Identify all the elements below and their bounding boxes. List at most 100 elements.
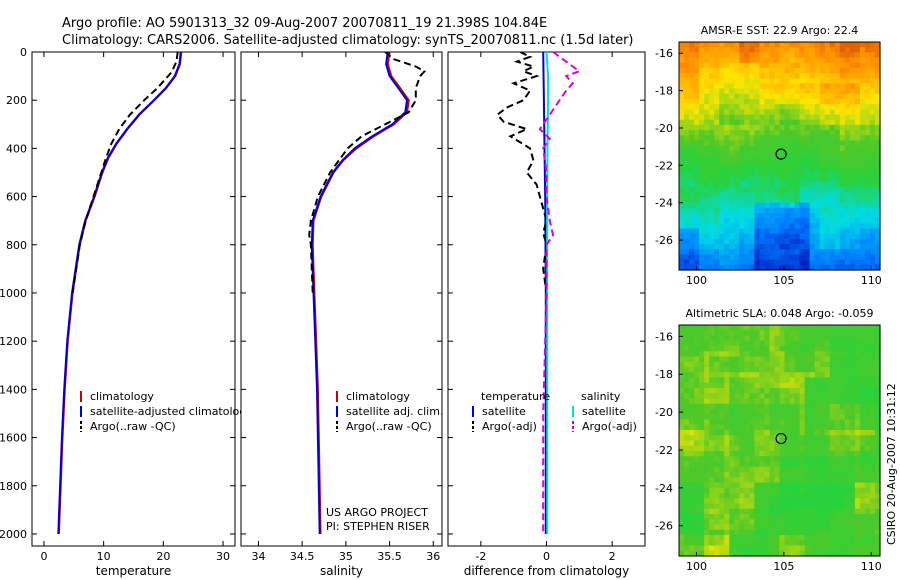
sst_map-heatmap-cell xyxy=(809,197,816,204)
sst_map-heatmap-cell xyxy=(729,161,735,167)
sla_map-heatmap-cell xyxy=(734,330,740,337)
sla_map-heatmap-cell xyxy=(714,372,720,379)
sst_map-heatmap-cell xyxy=(854,57,861,64)
sst_map-heatmap-cell xyxy=(684,264,690,271)
sla_map-heatmap-cell xyxy=(729,487,735,494)
sst_map-heatmap-cell xyxy=(794,264,801,271)
sst_map-heatmap-cell xyxy=(774,249,781,256)
sst_map-heatmap-cell xyxy=(759,233,766,240)
sst_map-heatmap-cell xyxy=(839,161,846,167)
sst_map-heatmap-cell xyxy=(734,124,740,131)
sla_map-heatmap-cell xyxy=(694,325,700,331)
sst_map-heatmap-cell xyxy=(794,88,801,95)
sst_map-heatmap-cell xyxy=(774,197,781,204)
sla_map-heatmap-cell xyxy=(779,403,786,410)
sst_map-heatmap-cell xyxy=(869,197,876,204)
sla_map-heatmap-cell xyxy=(699,377,705,384)
sst_map-heatmap-cell xyxy=(759,166,766,173)
sst_map-heatmap-cell xyxy=(769,254,776,261)
sst_map-map-frame xyxy=(678,41,881,271)
sst_map-heatmap-cell xyxy=(779,57,786,64)
sst_map-heatmap-cell xyxy=(684,259,690,266)
sst_map-heatmap-cell xyxy=(819,150,826,157)
sst_map-heatmap-cell xyxy=(864,187,871,193)
sla_map-heatmap-cell xyxy=(719,445,725,452)
sla_map-heatmap-cell xyxy=(679,445,685,452)
sla_map-heatmap-cell xyxy=(869,529,876,536)
sla_map-heatmap-cell xyxy=(734,451,740,457)
sst_map-heatmap-cell xyxy=(814,249,821,256)
sla_map-heatmap-cell xyxy=(779,414,786,421)
sst_map-heatmap-cell xyxy=(839,130,846,136)
sla_map-heatmap-cell xyxy=(704,372,710,379)
sst_map-heatmap-cell xyxy=(679,259,685,266)
sst_map-heatmap-cell xyxy=(814,228,821,235)
sst_map-heatmap-cell xyxy=(754,197,761,204)
sla_map-heatmap-cell xyxy=(694,361,700,368)
sla_map-heatmap-cell xyxy=(749,393,755,400)
sst_map-heatmap-cell xyxy=(709,249,715,256)
sst_map-heatmap-cell xyxy=(709,52,715,59)
sla_map-heatmap-cell xyxy=(834,508,841,515)
sst_map-heatmap-cell xyxy=(759,104,766,110)
sla_map-heatmap-cell xyxy=(719,419,725,426)
sst_map-heatmap-cell xyxy=(699,207,705,214)
sst_map-heatmap-cell xyxy=(839,150,846,157)
sla_map-heatmap-cell xyxy=(704,550,710,557)
sla_map-heatmap-cell xyxy=(744,545,750,552)
sst_map-heatmap-cell xyxy=(684,213,690,219)
sst_map-heatmap-cell xyxy=(779,130,786,136)
sla_map-heatmap-cell xyxy=(724,456,730,463)
sla_map-heatmap-cell xyxy=(844,424,851,431)
sst_map-heatmap-cell xyxy=(749,264,755,271)
sla_map-heatmap-cell xyxy=(759,382,766,389)
sla_map-heatmap-cell xyxy=(734,545,740,552)
sst_map-heatmap-cell xyxy=(869,99,876,105)
sla_map-heatmap-cell xyxy=(824,482,831,489)
sla_map-heatmap-cell xyxy=(749,398,755,405)
sst_map-heatmap-cell xyxy=(784,109,791,116)
sla_map-heatmap-cell xyxy=(744,409,750,415)
sla_map-heatmap-cell xyxy=(689,430,695,436)
sla_map-heatmap-cell xyxy=(759,419,766,426)
sst_map-heatmap-cell xyxy=(779,47,786,53)
sst_map-heatmap-cell xyxy=(759,88,766,95)
sla_map-heatmap-cell xyxy=(729,414,735,421)
sla_map-heatmap-cell xyxy=(829,482,836,489)
sla_map-heatmap-cell xyxy=(754,472,761,478)
sla_map-heatmap-cell xyxy=(844,524,851,531)
sst_map-heatmap-cell xyxy=(754,119,761,126)
sst_map-heatmap-cell xyxy=(724,238,730,245)
sst_map-heatmap-cell xyxy=(739,213,745,219)
sst_map-heatmap-cell xyxy=(834,233,841,240)
sst_map-heatmap-cell xyxy=(799,223,806,230)
sst_map-heatmap-cell xyxy=(869,181,876,188)
sla_map-heatmap-cell xyxy=(704,493,710,499)
sst_map-heatmap-cell xyxy=(869,83,876,90)
sst_map-heatmap-cell xyxy=(714,197,720,204)
sst_map-heatmap-cell xyxy=(789,145,796,152)
sst_map-heatmap-cell xyxy=(749,187,755,193)
sla_map-heatmap-cell xyxy=(704,435,710,442)
sst_map-heatmap-cell xyxy=(829,78,836,85)
sla_map-heatmap-cell xyxy=(719,461,725,468)
sst_map-heatmap-cell xyxy=(754,93,761,100)
sst_map-heatmap-cell xyxy=(849,52,856,59)
sla_map-heatmap-cell xyxy=(719,508,725,515)
sla_map-heatmap-cell xyxy=(719,477,725,484)
sla_map-heatmap-cell xyxy=(774,440,781,447)
sla_map-heatmap-cell xyxy=(759,461,766,468)
sst_map-heatmap-cell xyxy=(764,249,771,256)
sst_map-heatmap-cell xyxy=(794,197,801,204)
sla_map-heatmap-cell xyxy=(809,430,816,436)
sst_map-heatmap-cell xyxy=(829,52,836,59)
sla_map-heatmap-cell xyxy=(849,514,856,520)
sla_map-heatmap-cell xyxy=(749,403,755,410)
sst_map-heatmap-cell xyxy=(874,47,881,53)
sla_map-heatmap-cell xyxy=(679,435,685,442)
sst_map-heatmap-cell xyxy=(769,218,776,224)
sst_map-heatmap-cell xyxy=(849,218,856,224)
sst_map-heatmap-cell xyxy=(684,181,690,188)
sla_map-heatmap-cell xyxy=(859,419,866,426)
sst_map-heatmap-cell xyxy=(774,135,781,142)
